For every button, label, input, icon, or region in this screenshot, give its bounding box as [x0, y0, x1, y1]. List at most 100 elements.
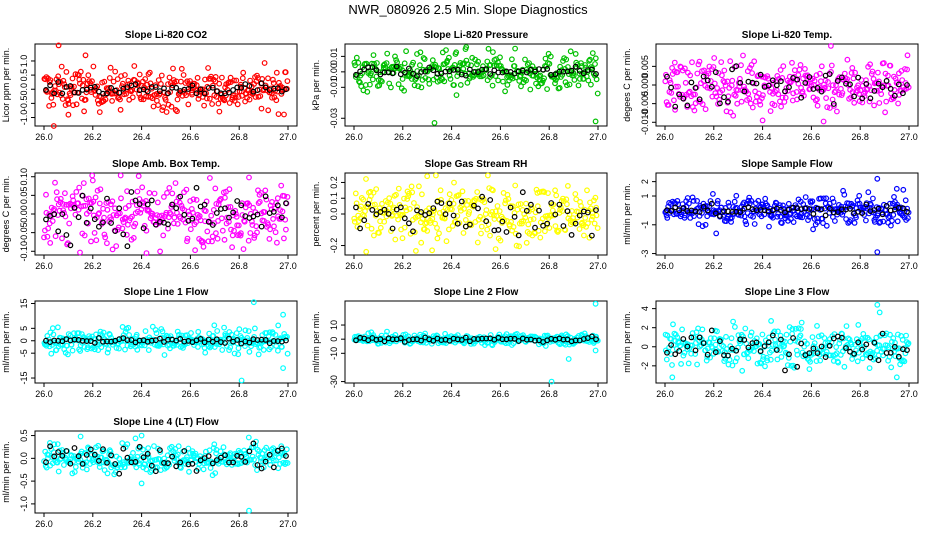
data-point [251, 456, 257, 463]
reference-point [430, 205, 437, 212]
reference-point [152, 468, 159, 475]
reference-point [426, 64, 433, 71]
data-point [514, 206, 521, 213]
data-point [158, 72, 165, 79]
reference-point [589, 333, 595, 340]
data-point [764, 357, 771, 364]
data-point [108, 216, 114, 223]
data-point [774, 213, 781, 220]
data-point [790, 90, 797, 97]
data-point [905, 215, 911, 222]
data-point [109, 97, 115, 104]
reference-point [393, 63, 400, 70]
reference-point [593, 207, 599, 214]
reference-point [91, 451, 98, 458]
data-point [780, 63, 787, 70]
data-point [374, 60, 380, 66]
data-point [75, 330, 82, 337]
data-point [360, 196, 367, 203]
reference-point [128, 189, 135, 195]
reference-point [818, 88, 825, 95]
data-point [270, 80, 277, 86]
data-point [464, 61, 471, 68]
data-point [865, 189, 872, 196]
data-point [593, 76, 600, 83]
data-point [43, 209, 50, 216]
data-point [352, 190, 359, 197]
reference-point [887, 349, 894, 356]
data-point [405, 193, 412, 200]
data-point [117, 172, 124, 179]
data-point [829, 195, 836, 202]
data-point [461, 205, 467, 212]
reference-point [584, 209, 591, 216]
outlier-point [424, 173, 431, 180]
data-point [584, 187, 590, 194]
data-point [235, 94, 242, 100]
data-point [245, 328, 252, 335]
data-point [234, 101, 241, 108]
reference-point [765, 82, 772, 89]
data-point [95, 347, 102, 354]
reference-point [246, 448, 253, 455]
data-point [281, 235, 287, 242]
data-point [163, 109, 170, 115]
data-point [695, 61, 702, 68]
plot-frame [655, 300, 919, 384]
reference-point [242, 459, 249, 465]
data-point [270, 76, 276, 83]
data-point [231, 227, 237, 234]
outlier-point [592, 118, 599, 125]
data-point [844, 56, 851, 63]
data-point [789, 326, 796, 332]
data-point [422, 75, 429, 81]
reference-point [859, 95, 866, 102]
data-point [221, 324, 228, 331]
data-point [696, 343, 703, 350]
data-point [45, 225, 51, 232]
data-point [564, 201, 570, 208]
reference-point [826, 71, 833, 77]
reference-point [193, 184, 200, 191]
data-point [846, 336, 853, 343]
data-point [699, 101, 706, 108]
data-point [82, 202, 89, 209]
reference-point [806, 74, 813, 80]
data-point [729, 362, 736, 369]
data-point [789, 59, 795, 66]
x-tick-label: 27.0 [900, 132, 918, 142]
data-point [417, 62, 423, 69]
data-point [225, 204, 232, 211]
data-point [233, 77, 240, 84]
data-point [544, 86, 550, 92]
reference-point [258, 80, 265, 87]
data-point [859, 355, 866, 362]
data-point [239, 212, 246, 218]
reference-point [568, 67, 575, 74]
reference-point [552, 211, 559, 218]
data-point [252, 462, 259, 469]
reference-point [875, 357, 882, 364]
reference-point [495, 69, 502, 76]
data-point [132, 220, 139, 227]
data-point [228, 226, 234, 233]
data-point [811, 340, 818, 347]
data-point [149, 457, 156, 464]
data-point [71, 83, 77, 90]
reference-point [222, 452, 228, 459]
data-point [815, 333, 822, 340]
data-point [120, 219, 127, 226]
data-point [825, 79, 831, 85]
reference-point [209, 84, 216, 91]
reference-point [43, 216, 49, 223]
data-point [66, 459, 73, 466]
reference-point [467, 66, 473, 73]
reference-point [839, 74, 845, 81]
reference-point [753, 80, 760, 87]
data-point [157, 80, 164, 87]
reference-point [773, 347, 780, 353]
reference-point [479, 193, 486, 200]
reference-point [515, 232, 522, 239]
outlier-point [463, 44, 470, 50]
data-point [216, 80, 223, 87]
